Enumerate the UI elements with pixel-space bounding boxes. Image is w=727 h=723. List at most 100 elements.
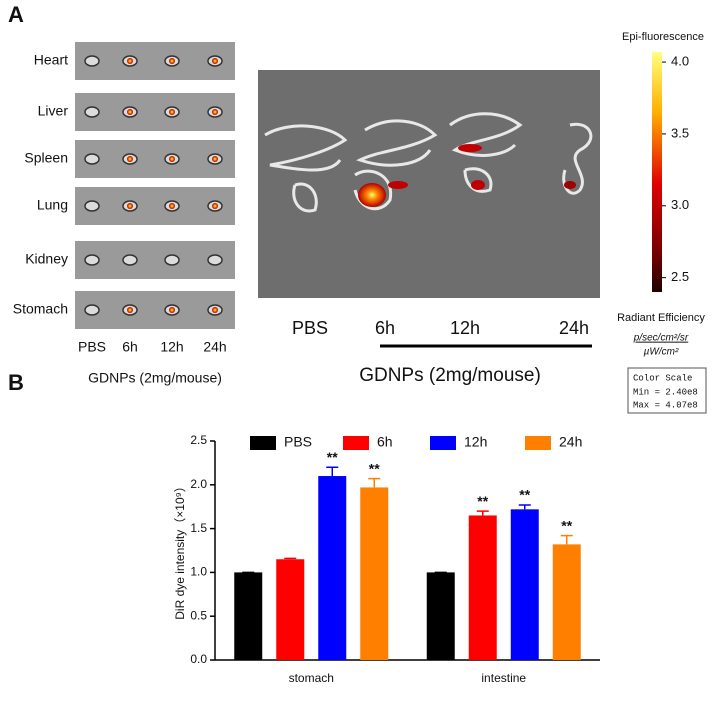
signal	[169, 156, 175, 162]
signal	[169, 109, 175, 115]
organ	[84, 200, 100, 212]
organ	[84, 153, 100, 165]
organ	[84, 55, 100, 67]
colorbar-title: Epi-fluorescence	[622, 31, 704, 43]
panel-label: B	[8, 370, 24, 395]
bar	[552, 544, 581, 660]
legend-label: 12h	[464, 434, 487, 450]
signal	[169, 307, 175, 313]
colorbar	[652, 52, 662, 292]
colorbar-tick-label: 3.0	[671, 197, 689, 212]
legend-swatch	[250, 436, 276, 450]
legend-label: 24h	[559, 434, 582, 450]
signal	[212, 109, 218, 115]
bar	[234, 572, 263, 660]
group-label: 24h	[559, 318, 589, 338]
bar	[468, 515, 497, 660]
bar	[510, 509, 539, 660]
signal	[212, 58, 218, 64]
scale-box	[627, 367, 707, 414]
organ	[207, 254, 223, 266]
organ-images	[75, 42, 235, 329]
bar	[318, 476, 347, 660]
tissue	[449, 112, 523, 157]
organ	[122, 254, 138, 266]
scale-max: Max = 4.07e8	[633, 400, 698, 410]
colorbar-tick-label: 4.0	[671, 53, 689, 68]
error-bar	[326, 466, 339, 477]
bar	[360, 487, 389, 660]
unit-numerator: p/sec/cm²/sr	[633, 333, 689, 344]
group-label: 6h	[122, 339, 138, 355]
organ-label: Kidney	[25, 251, 68, 267]
signal	[127, 58, 133, 64]
organ-label: Spleen	[24, 150, 68, 166]
group-label: PBS	[78, 339, 106, 355]
significance: **	[327, 449, 338, 465]
signal	[564, 181, 576, 189]
tissue	[292, 182, 318, 213]
signal	[127, 307, 133, 313]
error-bar	[560, 534, 573, 545]
tissue	[264, 124, 348, 172]
significance: **	[561, 517, 572, 533]
significance: **	[369, 460, 380, 476]
scale-title: Color Scale	[633, 373, 692, 383]
organ	[84, 254, 100, 266]
error-bar	[476, 510, 489, 516]
y-tick-label: 0.5	[190, 608, 207, 622]
signal	[127, 156, 133, 162]
group-label: PBS	[292, 318, 328, 338]
scale-min: Min = 2.40e8	[633, 387, 698, 397]
signal	[127, 109, 133, 115]
signal	[127, 203, 133, 209]
unit-title: Radiant Efficiency	[617, 312, 705, 324]
signal	[212, 156, 218, 162]
group-label: 6h	[375, 318, 395, 338]
tissue	[356, 119, 438, 167]
legend-label: PBS	[284, 434, 312, 450]
group-label: 12h	[450, 318, 480, 338]
colorbar-tick-label: 3.5	[671, 125, 689, 140]
x-tick-label: stomach	[289, 671, 334, 685]
organ	[84, 106, 100, 118]
y-tick-label: 2.5	[190, 433, 207, 447]
organ-label: Lung	[37, 197, 68, 213]
legend-swatch	[525, 436, 551, 450]
organ-label: Heart	[34, 52, 68, 68]
error-bar	[518, 504, 531, 510]
organ-label: Liver	[38, 103, 69, 119]
group-label: 24h	[203, 339, 226, 355]
signal	[471, 180, 485, 190]
signal	[169, 203, 175, 209]
y-tick-label: 1.5	[190, 521, 207, 535]
organ	[84, 304, 100, 316]
y-tick-label: 1.0	[190, 565, 207, 579]
panel-label: A	[8, 2, 24, 27]
legend-label: 6h	[377, 434, 393, 450]
y-tick-label: 0.0	[190, 652, 207, 666]
group-label: 12h	[160, 339, 183, 355]
legend-swatch	[343, 436, 369, 450]
tissue	[562, 122, 593, 195]
unit-denominator: µW/cm²	[644, 347, 679, 358]
organ-caption: GDNPs (2mg/mouse)	[88, 370, 222, 386]
signal	[388, 181, 408, 189]
y-tick-label: 2.0	[190, 477, 207, 491]
significance: **	[519, 487, 530, 503]
fluorescence-image	[258, 70, 600, 298]
y-axis-label: DiR dye intensity（×10⁹）	[173, 480, 187, 620]
significance: **	[477, 493, 488, 509]
organ-label: Stomach	[13, 301, 68, 317]
colorbar-tick-label: 2.5	[671, 269, 689, 284]
x-tick-label: intestine	[481, 671, 526, 685]
error-bar	[368, 477, 381, 488]
legend-swatch	[430, 436, 456, 450]
tissue	[463, 167, 493, 193]
signal	[212, 203, 218, 209]
bar	[426, 572, 455, 660]
image-caption: GDNPs (2mg/mouse)	[359, 365, 541, 386]
fluorescence-content	[264, 112, 593, 213]
signal	[358, 183, 386, 207]
